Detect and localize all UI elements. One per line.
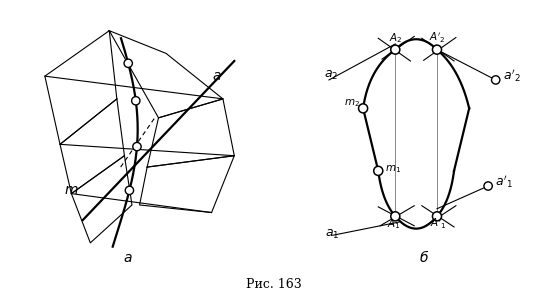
Circle shape bbox=[391, 212, 400, 221]
Text: $a'_2$: $a'_2$ bbox=[503, 68, 520, 84]
Circle shape bbox=[124, 59, 132, 68]
Circle shape bbox=[433, 45, 441, 54]
Text: $m_1$: $m_1$ bbox=[385, 163, 401, 175]
Text: $A_1$: $A_1$ bbox=[387, 217, 400, 231]
Text: $a_2$: $a_2$ bbox=[324, 69, 339, 82]
Circle shape bbox=[125, 186, 133, 195]
Text: $a'_1$: $a'_1$ bbox=[495, 173, 513, 190]
Circle shape bbox=[433, 212, 441, 221]
Text: $а$: $а$ bbox=[124, 251, 133, 265]
Circle shape bbox=[132, 97, 140, 105]
Text: $m_2$: $m_2$ bbox=[344, 97, 360, 109]
Circle shape bbox=[391, 45, 400, 54]
Circle shape bbox=[374, 166, 383, 175]
Text: $A'_2$: $A'_2$ bbox=[429, 31, 445, 45]
Text: $б$: $б$ bbox=[418, 249, 429, 265]
Text: $a_1$: $a_1$ bbox=[325, 228, 340, 241]
Text: $a$: $a$ bbox=[212, 69, 221, 83]
Text: $A_2$: $A_2$ bbox=[388, 31, 402, 45]
Text: $A'_1$: $A'_1$ bbox=[430, 217, 447, 231]
Text: Рис. 163: Рис. 163 bbox=[246, 278, 301, 291]
Circle shape bbox=[358, 104, 368, 113]
Circle shape bbox=[484, 182, 492, 190]
Text: $m$: $m$ bbox=[64, 182, 78, 197]
Circle shape bbox=[133, 143, 141, 151]
Circle shape bbox=[492, 76, 500, 84]
